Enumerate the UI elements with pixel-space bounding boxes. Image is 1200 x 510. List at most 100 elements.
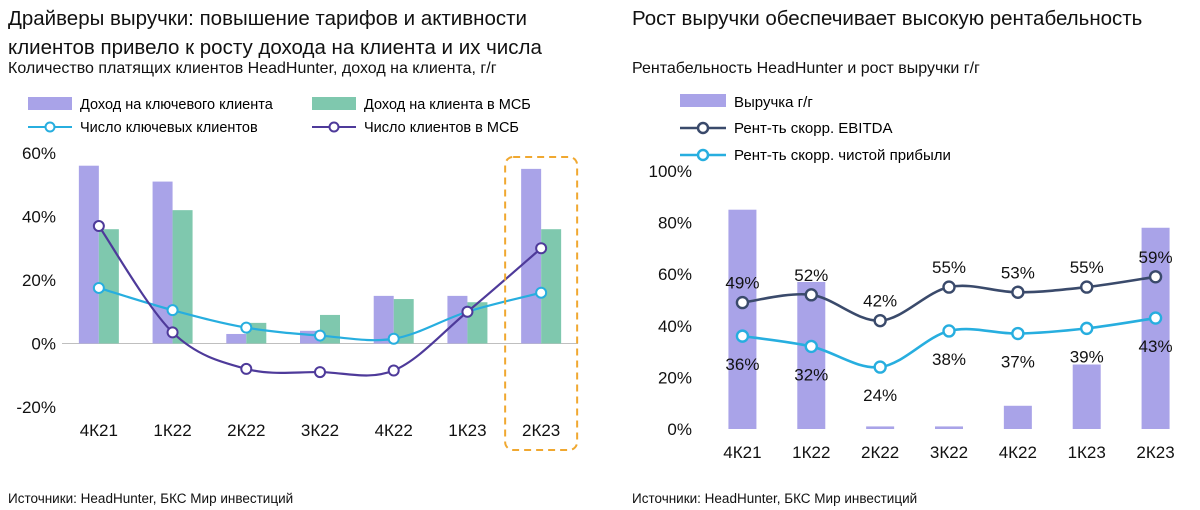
bar-sme-revenue	[98, 229, 119, 344]
data-label-net-profit: 36%	[725, 355, 759, 374]
right-y-axis: 100% 80% 60% 40% 20% 0%	[649, 162, 692, 439]
point-net-profit	[942, 324, 956, 338]
data-label-net-profit: 38%	[932, 350, 966, 369]
left-legend: Доход на ключевого клиента Доход на клие…	[28, 97, 531, 136]
x-tick-label: 4К22	[375, 421, 413, 440]
x-tick-label: 2К22	[227, 421, 265, 440]
left-source-note: Источники: HeadHunter, БКС Мир инвестици…	[8, 491, 294, 506]
bar-key-revenue	[226, 333, 247, 344]
point-sme-clients	[314, 366, 326, 379]
x-tick-label: 2К22	[861, 443, 899, 462]
right-legend: Выручка г/г Рент-ть скорр. EBITDA Рент-т…	[680, 94, 951, 164]
x-tick-label: 1К22	[792, 443, 830, 462]
highlight-box-2k23	[504, 156, 579, 451]
point-net-profit	[735, 329, 750, 343]
data-label-ebitda: 42%	[863, 292, 897, 311]
y-tick-label: 80%	[658, 214, 692, 233]
y-tick-label: 20%	[22, 271, 56, 290]
x-tick-label: 1К22	[153, 421, 191, 440]
legend-label-ebitda: Рент-ть скорр. EBITDA	[734, 120, 892, 137]
legend-swatch-key-revenue	[28, 97, 72, 110]
point-sme-clients	[240, 362, 253, 375]
bar-sme-revenue	[541, 229, 562, 344]
point-ebitda	[735, 295, 750, 310]
y-tick-label: 60%	[22, 144, 56, 163]
point-ebitda	[1080, 280, 1094, 294]
left-title-line-2: клиентов привело к росту дохода на клиен…	[8, 36, 542, 59]
left-lines	[92, 220, 548, 379]
left-chart-title: Драйверы выручки: повышение тарифов и ак…	[8, 4, 542, 62]
right-chart-plot: Выручка г/г Рент-ть скорр. EBITDA Рент-т…	[649, 94, 1175, 462]
data-label-net-profit: 39%	[1070, 347, 1104, 366]
data-label-ebitda: 49%	[725, 274, 759, 293]
data-label-ebitda: 59%	[1139, 248, 1173, 267]
bar-revenue-growth	[1072, 364, 1101, 429]
bar-revenue-growth	[935, 426, 963, 429]
legend-marker-sme-clients	[328, 121, 340, 133]
y-tick-label: 100%	[649, 162, 692, 181]
point-sme-clients	[461, 305, 474, 318]
point-key-clients	[535, 286, 548, 299]
point-net-profit	[1148, 311, 1163, 325]
left-x-axis: 4К21 1К22 2К22 3К22 4К22 1К23 2К23	[80, 421, 561, 440]
x-tick-label: 3К22	[930, 443, 968, 462]
data-label-net-profit: 43%	[1139, 337, 1173, 356]
legend-marker-ebitda	[696, 121, 710, 135]
legend-swatch-sme-revenue	[312, 97, 356, 110]
x-tick-label: 2К23	[1136, 443, 1174, 462]
bar-revenue-growth	[1003, 405, 1032, 429]
point-sme-clients	[166, 326, 179, 339]
bar-sme-revenue	[172, 210, 193, 344]
point-key-clients	[314, 329, 326, 342]
legend-label-key-revenue: Доход на ключевого клиента	[80, 97, 274, 113]
point-ebitda	[1148, 270, 1163, 284]
data-label-net-profit: 32%	[794, 365, 828, 384]
right-source-note: Источники: HeadHunter, БКС Мир инвестици…	[632, 491, 918, 506]
legend-label-sme-clients: Число клиентов в МСБ	[364, 120, 519, 136]
y-tick-label: -20%	[16, 398, 56, 417]
left-chart-plot: Доход на ключевого клиента Доход на клие…	[16, 97, 579, 451]
legend-marker-net-profit	[696, 148, 710, 162]
data-label-net-profit: 37%	[1001, 353, 1035, 372]
bar-revenue-growth	[728, 209, 757, 429]
legend-label-sme-revenue: Доход на клиента в МСБ	[364, 97, 531, 113]
y-tick-label: 0%	[31, 335, 56, 354]
point-net-profit	[804, 339, 818, 354]
point-sme-clients	[387, 364, 400, 377]
data-label-ebitda: 55%	[1070, 258, 1104, 277]
bar-revenue-growth	[1141, 227, 1170, 429]
bar-revenue-growth	[866, 426, 895, 429]
point-ebitda	[873, 313, 887, 328]
left-chart-panel: Драйверы выручки: повышение тарифов и ак…	[8, 4, 579, 506]
x-tick-label: 1К23	[1068, 443, 1106, 462]
point-ebitda	[804, 288, 818, 302]
y-tick-label: 20%	[658, 368, 692, 387]
right-x-axis: 4К21 1К22 2К22 3К22 4К22 1К23 2К23	[723, 443, 1174, 462]
right-lines: 49% 52% 42% 55% 53% 55% 59% 36% 32% 24% 38% 37% 39% 4…	[725, 248, 1172, 405]
left-chart-subtitle: Количество платящих клиентов HeadHunter,…	[8, 60, 497, 77]
y-tick-label: 40%	[22, 208, 56, 227]
point-key-clients	[166, 304, 179, 317]
data-label-ebitda: 55%	[932, 258, 966, 277]
legend-label-key-clients: Число ключевых клиентов	[80, 120, 258, 136]
point-key-clients	[240, 321, 253, 334]
legend-swatch-revenue-growth	[680, 94, 726, 107]
bar-key-revenue	[152, 181, 173, 344]
point-ebitda	[942, 280, 956, 294]
bar-revenue-growth	[797, 281, 826, 429]
y-tick-label: 60%	[658, 265, 692, 284]
point-net-profit	[1080, 321, 1094, 336]
point-net-profit	[1011, 326, 1025, 341]
point-sme-clients	[535, 242, 548, 255]
data-label-ebitda: 53%	[1001, 263, 1035, 282]
x-tick-label: 4К21	[80, 421, 118, 440]
point-sme-clients	[92, 220, 105, 233]
legend-label-revenue-growth: Выручка г/г	[734, 94, 813, 111]
bar-sme-revenue	[393, 299, 414, 344]
point-ebitda	[1011, 285, 1025, 299]
y-tick-label: 0%	[667, 420, 692, 439]
x-tick-label: 4К22	[999, 443, 1037, 462]
right-chart-subtitle: Рентабельность HeadHunter и рост выручки…	[632, 60, 980, 77]
right-chart-title: Рост выручки обеспечивает высокую рентаб…	[632, 7, 1143, 30]
data-label-ebitda: 52%	[794, 266, 828, 285]
